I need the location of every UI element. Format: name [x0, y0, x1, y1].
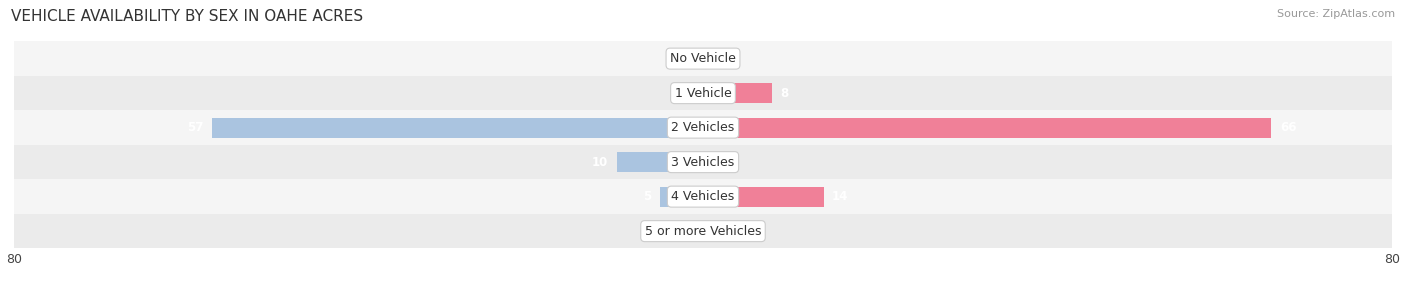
Text: Source: ZipAtlas.com: Source: ZipAtlas.com	[1277, 9, 1395, 19]
Bar	[14, 214, 1392, 248]
Text: 5: 5	[643, 190, 651, 203]
Bar	[703, 83, 772, 103]
Bar	[14, 179, 1392, 214]
Bar	[617, 152, 703, 172]
Text: 5 or more Vehicles: 5 or more Vehicles	[645, 224, 761, 238]
Text: 57: 57	[187, 121, 204, 134]
Text: 14: 14	[832, 190, 849, 203]
Text: 66: 66	[1279, 121, 1296, 134]
Text: 4 Vehicles: 4 Vehicles	[672, 190, 734, 203]
Bar	[14, 76, 1392, 110]
Text: 0: 0	[716, 156, 723, 169]
Text: 0: 0	[683, 52, 690, 65]
Text: 0: 0	[716, 224, 723, 238]
Bar	[212, 118, 703, 138]
Bar	[659, 187, 703, 206]
Bar	[703, 118, 1271, 138]
Bar	[703, 187, 824, 206]
Text: No Vehicle: No Vehicle	[671, 52, 735, 65]
Text: 0: 0	[683, 87, 690, 100]
Text: 8: 8	[780, 87, 789, 100]
Text: 10: 10	[592, 156, 609, 169]
Text: 1 Vehicle: 1 Vehicle	[675, 87, 731, 100]
Text: 0: 0	[716, 52, 723, 65]
Bar	[14, 41, 1392, 76]
Bar	[14, 110, 1392, 145]
Text: 2 Vehicles: 2 Vehicles	[672, 121, 734, 134]
Text: VEHICLE AVAILABILITY BY SEX IN OAHE ACRES: VEHICLE AVAILABILITY BY SEX IN OAHE ACRE…	[11, 9, 363, 24]
Bar	[14, 145, 1392, 179]
Text: 3 Vehicles: 3 Vehicles	[672, 156, 734, 169]
Text: 0: 0	[683, 224, 690, 238]
